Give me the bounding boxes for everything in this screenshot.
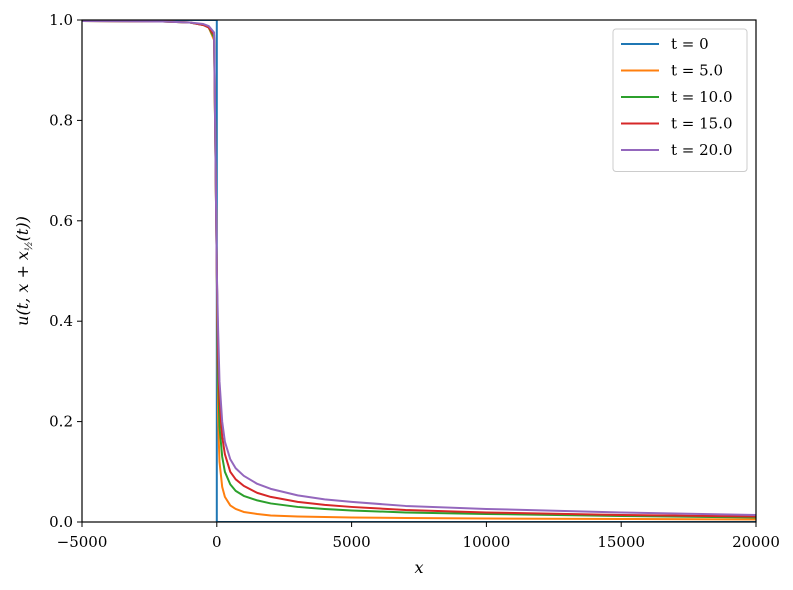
y-axis-label-subscript: ½	[24, 241, 35, 251]
y-tick-label: 0.2	[49, 413, 73, 431]
x-tick-label: 20000	[732, 533, 780, 551]
legend: t = 0 t = 5.0 t = 10.0 t = 15.0 t = 20.0	[612, 28, 748, 172]
x-tick-label: −5000	[57, 533, 108, 551]
legend-label-0: t = 0	[671, 35, 709, 53]
legend-box	[612, 28, 748, 172]
y-axis: 0.0 0.2 0.4 0.6 0.8 1.0	[49, 11, 82, 531]
x-tick-label: 5000	[333, 533, 371, 551]
series-line-4	[82, 20, 756, 516]
svg-text:u(t, x + x½(t)): u(t, x + x½(t))	[13, 216, 35, 326]
legend-label-4: t = 20.0	[671, 141, 733, 159]
x-tick-label: 15000	[597, 533, 645, 551]
plot-area-frame	[81, 19, 757, 523]
x-axis: −5000 0 5000 10000 15000 20000	[57, 522, 780, 551]
y-axis-label: u(t, x + x½(t))	[13, 216, 35, 326]
x-tick-label: 0	[212, 533, 222, 551]
y-tick-label: 0.4	[49, 312, 73, 330]
y-tick-label: 0.6	[49, 212, 73, 230]
y-tick-label: 0.8	[49, 111, 73, 129]
legend-label-2: t = 10.0	[671, 88, 733, 106]
y-axis-label-main: u(t, x + x	[13, 251, 32, 326]
y-axis-label-tail: (t))	[13, 216, 32, 241]
y-tick-label: 1.0	[49, 11, 73, 29]
series-layer	[82, 20, 756, 522]
x-tick-label: 10000	[463, 533, 511, 551]
series-line-3	[82, 20, 756, 518]
legend-label-1: t = 5.0	[671, 62, 723, 80]
x-axis-label: x	[414, 558, 423, 577]
legend-label-3: t = 15.0	[671, 115, 733, 133]
y-tick-label: 0.0	[49, 513, 73, 531]
